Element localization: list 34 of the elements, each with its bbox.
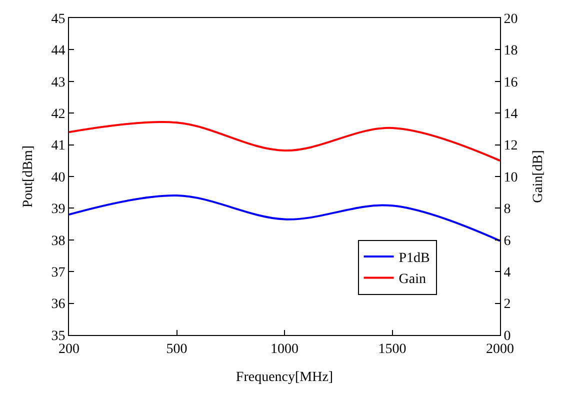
x-tick-label: 500	[166, 342, 188, 357]
y2-tick-label: 16	[504, 75, 518, 90]
y2-tick-label: 8	[504, 202, 511, 218]
y-tick-label: 43	[51, 75, 66, 90]
y-tick-label: 38	[51, 234, 66, 249]
y-tick-label: 45	[51, 12, 66, 27]
line-series	[69, 121, 500, 162]
y-tick-label: 37	[51, 266, 66, 280]
x-axis-title: Frequency[MHz]	[236, 370, 334, 386]
x-tick-label: 2000	[486, 342, 514, 357]
x-tick-label: 1000	[270, 342, 298, 357]
y-tick-label: 44	[51, 44, 66, 59]
y2-tick-label: 6	[504, 234, 511, 249]
y2-tick-label: 18	[504, 44, 518, 59]
x-tick-label: 200	[58, 342, 80, 357]
legend-label: Gain	[398, 272, 426, 288]
y-axis-title: Pout[dBm]	[20, 145, 36, 208]
line-series	[69, 194, 500, 242]
y2-tick-label: 0	[504, 328, 511, 344]
y-tick-label: 41	[51, 138, 66, 154]
y2-tick-label: 20	[504, 12, 518, 27]
y2-tick-label: 4	[504, 266, 511, 280]
y-tick-label: 36	[51, 297, 66, 312]
y-tick-label: 39	[51, 202, 66, 218]
legend-label: P1dB	[398, 250, 430, 266]
y-tick-label: 42	[51, 107, 66, 122]
y-tick-label: 40	[51, 170, 66, 186]
x-tick-label: 1500	[378, 342, 406, 357]
y2-axis-title: Gain[dB]	[531, 150, 546, 203]
y2-tick-label: 12	[504, 138, 518, 154]
y2-tick-label: 10	[504, 170, 518, 186]
y2-tick-label: 2	[504, 297, 511, 312]
y-tick-label: 35	[51, 328, 66, 344]
y2-tick-label: 14	[504, 107, 518, 122]
